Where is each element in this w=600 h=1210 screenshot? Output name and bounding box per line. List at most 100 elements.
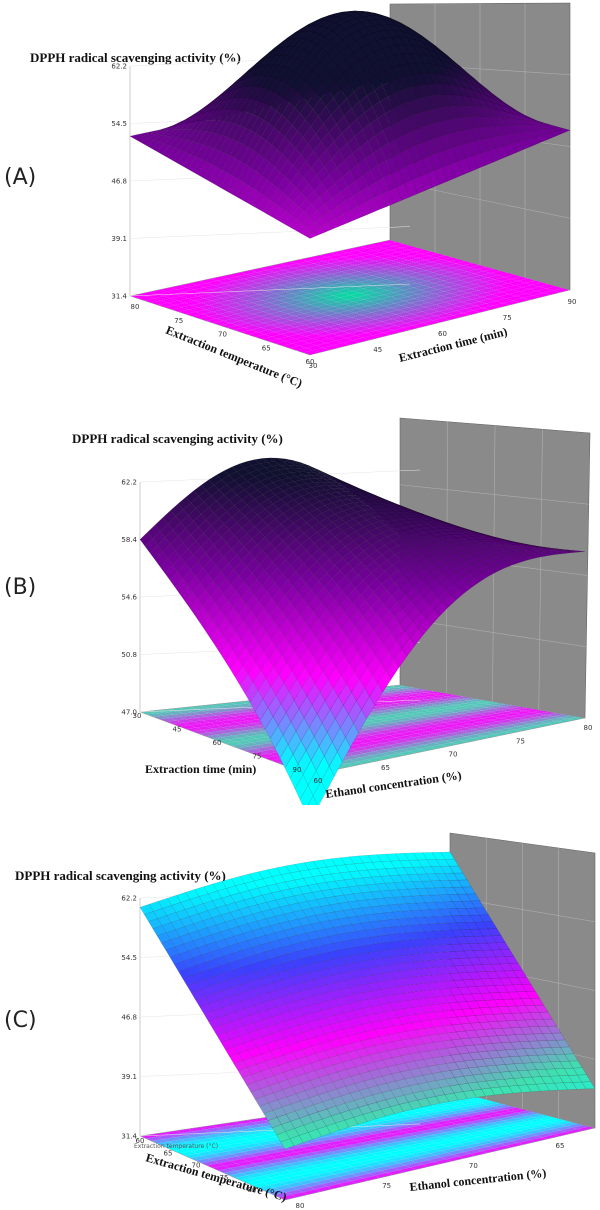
floor-cell [346, 751, 364, 756]
floor-cell [303, 1139, 321, 1144]
floor-cell [302, 1145, 320, 1150]
floor-cell [313, 261, 331, 266]
floor-cell [377, 254, 395, 259]
surface-facet [386, 1064, 401, 1075]
floor-cell [382, 270, 400, 276]
floor-cell [394, 254, 412, 259]
surface-facet [452, 994, 467, 1003]
floor-cell [255, 737, 273, 741]
floor-cell [321, 1132, 339, 1137]
floor-cell [409, 268, 427, 273]
floor-cell [361, 1134, 380, 1139]
surface-facet [200, 538, 214, 554]
floor-cell [214, 1151, 232, 1157]
floor-cell [186, 1140, 204, 1145]
z-tick-label: 39.1 [121, 1073, 137, 1081]
floor-cell [410, 1119, 428, 1124]
surface-facet [198, 161, 213, 179]
surface-facet [241, 65, 255, 78]
floor-cell [413, 726, 431, 730]
floor-cell [383, 330, 400, 335]
floor-cell [379, 717, 397, 722]
floor-cell [463, 1112, 482, 1117]
floor-cell [282, 343, 300, 349]
floor-cell [273, 270, 291, 275]
floor-cell [336, 338, 354, 343]
floor-cell [340, 1167, 359, 1172]
floor-cell [364, 741, 382, 746]
floor-cell [400, 1154, 418, 1159]
floor-cell [340, 306, 358, 311]
surface-facet [292, 460, 306, 466]
surface-facet [486, 942, 501, 951]
surface-facet [520, 544, 534, 547]
floor-cell [416, 1115, 435, 1120]
surface-facet [528, 117, 542, 124]
surface-facet [427, 952, 442, 961]
floor-cell [280, 1179, 299, 1185]
floor-cell [448, 734, 466, 739]
floor-cell [439, 1122, 457, 1127]
floor-cell [350, 1178, 369, 1184]
floor-cell [400, 245, 418, 250]
surface-facet [350, 1073, 365, 1084]
floor-cell [536, 1133, 554, 1138]
floor-cell [362, 323, 380, 329]
floor-cell [326, 1134, 345, 1139]
floor-cell [376, 279, 394, 284]
surface-facet [387, 517, 402, 524]
floor-cell [376, 1159, 394, 1164]
floor-cell [307, 1154, 325, 1159]
floor-cell [284, 1152, 302, 1157]
floor-cell [207, 291, 225, 297]
floor-cell [337, 1145, 355, 1150]
floor-cell [350, 256, 368, 261]
floor-cell [311, 1170, 329, 1175]
surface-facet [357, 158, 371, 176]
surface-facet [228, 76, 242, 89]
surface-facet [476, 1080, 491, 1090]
floor-cell [469, 713, 487, 718]
floor-cell [400, 1110, 418, 1115]
floor-cell [538, 711, 557, 715]
floor-cell [251, 1132, 269, 1137]
surface-facet [389, 601, 403, 618]
floor-cell [408, 1137, 426, 1142]
floor-cell [303, 263, 321, 268]
x-tick-label: 65 [262, 344, 271, 352]
floor-cell [261, 1143, 280, 1148]
floor-cell [295, 1156, 313, 1162]
surface-facet [348, 651, 363, 672]
floor-cell [365, 1155, 383, 1160]
floor-cell [447, 1102, 466, 1107]
floor-cell [543, 290, 560, 295]
floor-cell [508, 280, 526, 286]
floor-cell [230, 709, 247, 714]
floor-cell [369, 719, 387, 723]
floor-cell [546, 712, 564, 717]
surface-facet [313, 722, 328, 747]
floor-cell [515, 282, 533, 288]
floor-cell [346, 335, 364, 341]
floor-cell [376, 290, 394, 295]
panel-label-b: (B) [4, 575, 37, 600]
floor-cell [252, 300, 270, 305]
floor-cell [527, 1113, 545, 1118]
surface-facet [259, 707, 274, 730]
floor-cell [382, 714, 400, 718]
floor-cell [490, 1131, 508, 1137]
floor-cell [525, 1130, 543, 1135]
surface-facet [429, 894, 444, 903]
floor-cell [329, 1162, 347, 1168]
floor-cell [479, 298, 497, 304]
floor-cell [402, 747, 420, 752]
surface-plot-a: 31.439.146.854.562.260657075803045607590… [111, 2, 576, 390]
floor-cell [339, 1126, 358, 1131]
floor-cell [350, 1136, 368, 1141]
floor-cell [230, 320, 247, 326]
surface-facet [403, 179, 418, 198]
floor-cell [176, 287, 194, 292]
floor-cell [381, 307, 399, 313]
floor-cell [424, 293, 442, 299]
surface-facet [349, 1090, 364, 1101]
